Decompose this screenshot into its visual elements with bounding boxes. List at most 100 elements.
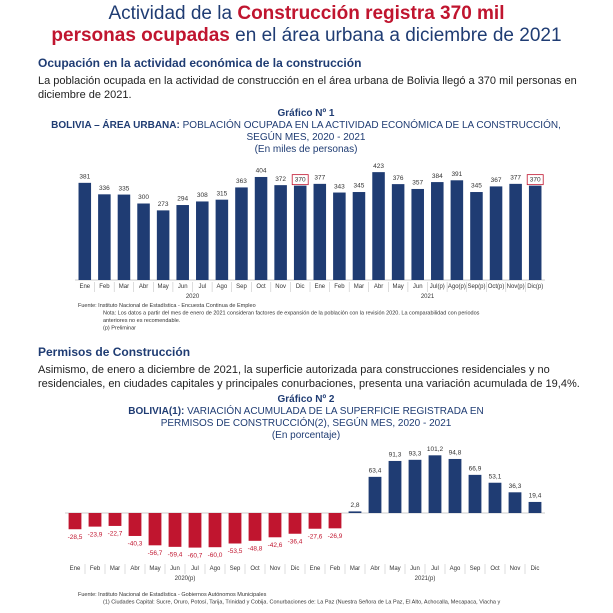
bar xyxy=(188,513,202,548)
footnote: Fuente: Instituto Nacional de Estadístic… xyxy=(78,303,256,309)
x-tick-label: Dic xyxy=(531,566,540,572)
value-label: 367 xyxy=(491,177,502,184)
bar xyxy=(228,513,242,544)
x-tick-label: Feb xyxy=(99,284,110,290)
bar xyxy=(117,194,131,280)
bar xyxy=(431,182,444,280)
value-label: -60,0 xyxy=(208,552,223,559)
x-tick-label: Ene xyxy=(314,284,325,290)
bar xyxy=(254,176,268,280)
value-label: 384 xyxy=(432,173,443,180)
x-tick-label: Nov xyxy=(510,566,521,572)
footnote: (p) Preliminar xyxy=(103,326,136,332)
x-tick-label: Abr xyxy=(370,566,379,572)
x-tick-label: Abr xyxy=(130,566,139,572)
footnote: Nota: Los datos a partir del mes de ener… xyxy=(103,311,480,317)
chart-title: SEGÚN MES, 2020 - 2021 xyxy=(247,130,366,143)
bar xyxy=(208,513,222,548)
x-tick-label: May xyxy=(157,284,168,290)
title-rest: VARIACIÓN ACUMULADA DE LA SUPERFICIE REG… xyxy=(184,404,483,417)
x-tick-label: Ago xyxy=(210,566,221,572)
bar xyxy=(128,513,142,536)
bar xyxy=(348,511,362,513)
bar xyxy=(508,492,522,513)
value-label: -28,5 xyxy=(68,534,83,541)
value-label: -56,7 xyxy=(148,550,163,557)
value-label: 381 xyxy=(79,174,90,181)
bar xyxy=(215,199,229,280)
bar xyxy=(411,188,424,280)
bar xyxy=(528,501,542,513)
bar xyxy=(391,184,405,280)
value-label: -53,5 xyxy=(228,548,243,555)
title-rest: POBLACIÓN OCUPADA EN LA ACTIVIDAD ECONÓM… xyxy=(180,118,561,131)
value-label: -59,4 xyxy=(168,552,183,559)
bar xyxy=(98,194,111,280)
value-label: 391 xyxy=(451,171,462,178)
x-tick-label: Ene xyxy=(79,284,90,290)
value-label: 308 xyxy=(197,192,208,199)
value-label: 273 xyxy=(158,201,169,208)
bar xyxy=(274,185,287,280)
value-label: 93,3 xyxy=(409,451,422,458)
value-label: 300 xyxy=(138,194,149,201)
x-tick-label: May xyxy=(392,284,403,290)
x-tick-label: Jul xyxy=(198,284,206,290)
value-label: 294 xyxy=(177,196,188,203)
chart-subtitle: (En porcentaje) xyxy=(272,430,340,441)
chart-subtitle: (En miles de personas) xyxy=(255,144,358,155)
bar xyxy=(288,513,302,534)
value-label: 336 xyxy=(99,185,110,192)
x-tick-label: Dic(p) xyxy=(527,284,543,290)
bar xyxy=(108,513,122,526)
x-tick-label: Sep xyxy=(230,566,241,572)
value-label: 370 xyxy=(530,176,541,183)
bar xyxy=(196,201,209,280)
bar xyxy=(88,513,102,527)
bar xyxy=(468,474,482,513)
title-bold: BOLIVIA – ÁREA URBANA: xyxy=(51,118,180,131)
value-label: 335 xyxy=(119,185,130,192)
headline-part: Construcción registra 370 mil xyxy=(237,3,505,24)
x-tick-label: Jul xyxy=(431,566,439,572)
year-label: 2020(p) xyxy=(175,576,196,582)
bar xyxy=(450,180,464,280)
chart-title: BOLIVIA – ÁREA URBANA: POBLACIÓN OCUPADA… xyxy=(51,118,561,131)
value-label: 36,3 xyxy=(509,483,522,490)
value-label: -36,4 xyxy=(288,538,303,545)
headline-part: Actividad de la xyxy=(108,3,238,24)
chart-title: BOLIVIA(1): VARIACIÓN ACUMULADA DE LA SU… xyxy=(128,404,483,417)
value-label: 423 xyxy=(373,163,384,170)
bar xyxy=(509,183,522,280)
value-label: -48,8 xyxy=(248,546,263,553)
bar xyxy=(328,513,342,529)
x-tick-label: Mar xyxy=(110,566,120,572)
x-tick-label: Sep(p) xyxy=(467,284,485,290)
label-box xyxy=(291,174,309,186)
x-tick-label: May xyxy=(149,566,160,572)
value-label: -23,9 xyxy=(88,531,103,538)
value-label: 377 xyxy=(510,175,521,182)
paragraph: La población ocupada en la actividad de … xyxy=(38,75,577,101)
chart-label: Gráfico Nº 2 xyxy=(277,394,334,405)
footnote: anteriores no es recomendable. xyxy=(103,318,181,324)
x-tick-label: Jun xyxy=(170,566,180,572)
x-tick-label: Ago xyxy=(450,566,461,572)
x-tick-label: Feb xyxy=(330,566,341,572)
year-label: 2021(p) xyxy=(415,576,436,582)
bar xyxy=(470,192,483,280)
value-label: 357 xyxy=(412,180,423,187)
value-label: 372 xyxy=(275,176,286,183)
x-tick-label: Oct xyxy=(256,284,266,290)
bar xyxy=(448,458,462,513)
value-label: -26,9 xyxy=(328,533,343,540)
bar xyxy=(137,203,150,280)
headline: Actividad de la Construcción registra 37… xyxy=(0,3,613,47)
value-label: 370 xyxy=(295,176,306,183)
value-label: 363 xyxy=(236,178,247,185)
value-label: 91,3 xyxy=(389,452,402,459)
bar xyxy=(268,513,282,538)
value-label: 63,4 xyxy=(369,468,382,475)
x-tick-label: Ago(p) xyxy=(448,284,466,290)
x-tick-label: Ene xyxy=(310,566,321,572)
